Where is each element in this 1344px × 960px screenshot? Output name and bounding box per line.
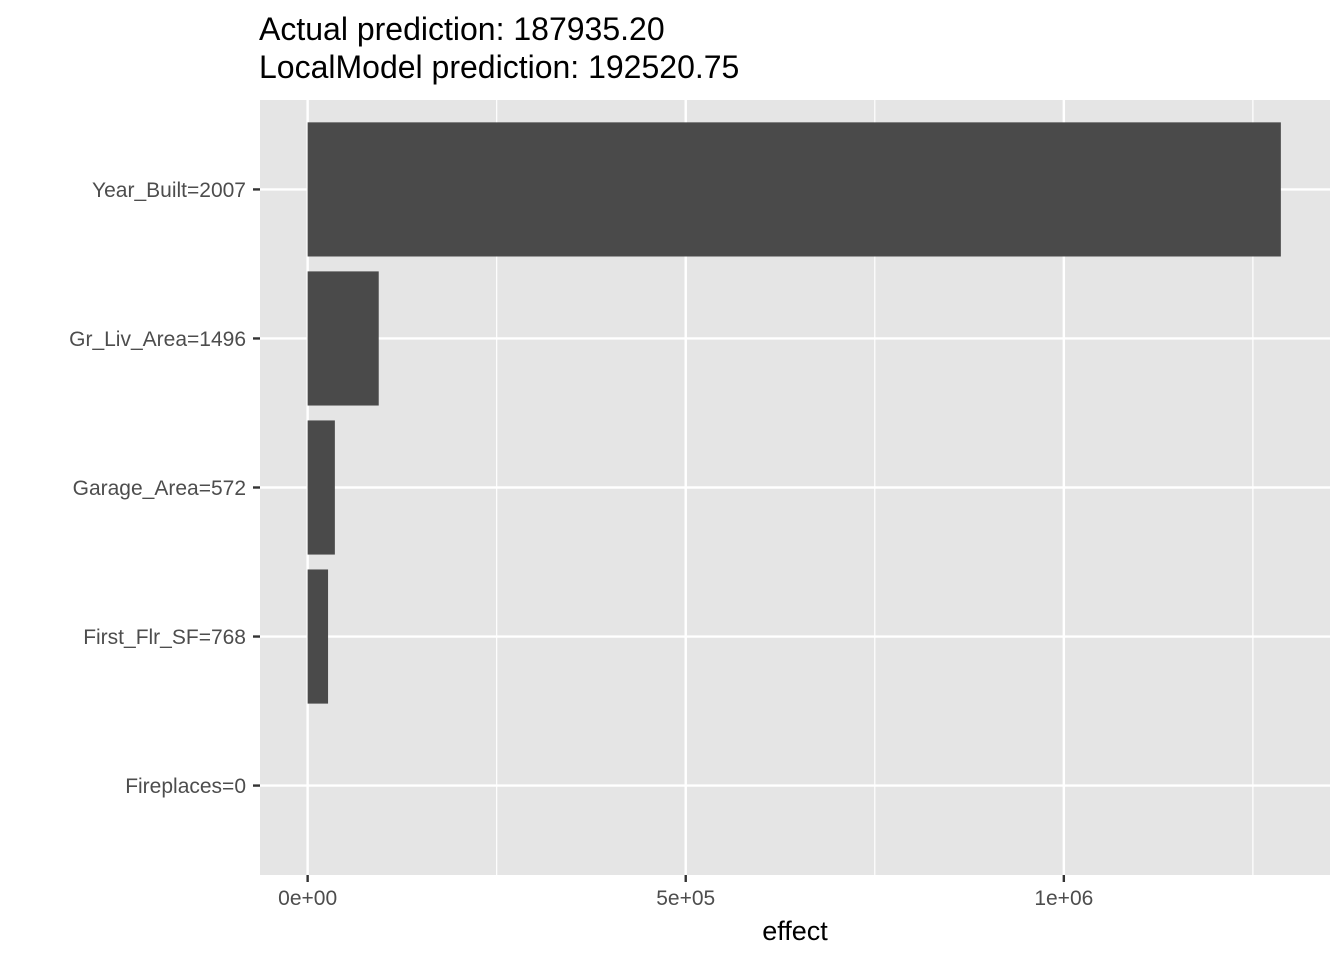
bars [307, 122, 1281, 704]
y-tick-label: Garage_Area=572 [73, 477, 246, 500]
x-axis: 0e+00 5e+05 1e+06 [278, 875, 1093, 910]
x-axis-title: effect [762, 916, 828, 946]
y-tick-label: First_Flr_SF=768 [83, 626, 246, 649]
chart-title-line-1: Actual prediction: 187935.20 [259, 11, 665, 47]
bar-year-built-2007 [307, 122, 1281, 257]
bar-first-flr-sf-768 [307, 569, 329, 704]
chart-title-line-2: LocalModel prediction: 192520.75 [259, 49, 739, 85]
y-axis: Year_Built=2007 Gr_Liv_Area=1496 Garage_Ar… [69, 179, 260, 798]
y-tick-label: Gr_Liv_Area=1496 [69, 328, 246, 351]
x-tick-label: 5e+05 [656, 887, 715, 910]
x-tick-label: 1e+06 [1034, 887, 1093, 910]
y-tick-label: Fireplaces=0 [125, 775, 246, 798]
x-tick-label: 0e+00 [278, 887, 337, 910]
y-tick-label: Year_Built=2007 [92, 179, 246, 202]
bar-garage-area-572 [307, 420, 335, 555]
bar-gr-liv-area-1496 [307, 271, 379, 406]
